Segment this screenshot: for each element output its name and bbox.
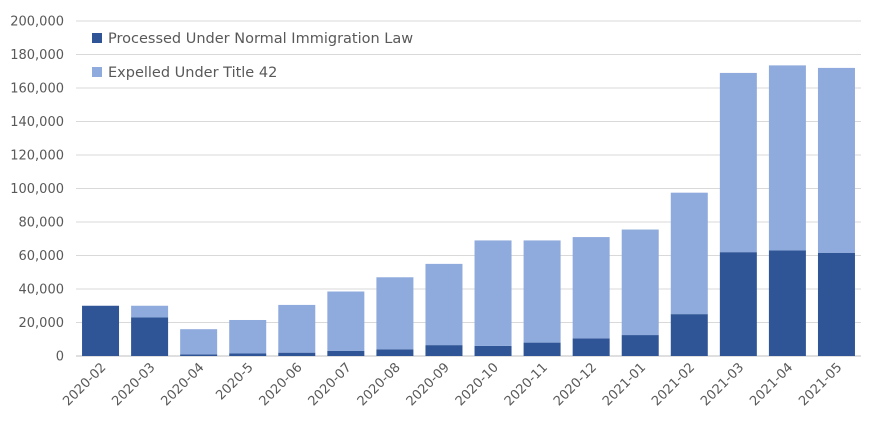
x-tick-label: 2020-5 <box>213 360 256 403</box>
y-axis-tick-labels: 0 20,000 40,000 60,000 80,000 100,000 120,000 1… <box>10 15 64 365</box>
x-tick-label: 2020-12 <box>551 360 600 409</box>
y-tick-label: 40,000 <box>19 283 65 298</box>
bar-expelled-2020-5 <box>229 319 267 354</box>
y-tick-label: 80,000 <box>19 216 65 231</box>
bar-processed-2020-04 <box>180 354 218 356</box>
x-tick-label: 2021-01 <box>600 360 649 409</box>
bar-processed-2020-10 <box>474 345 512 356</box>
bar-processed-2020-5 <box>229 353 267 356</box>
y-tick-label: 200,000 <box>10 15 64 30</box>
legend-swatch-processed <box>92 33 102 43</box>
x-tick-label: 2020-07 <box>306 360 355 409</box>
y-tick-label: 20,000 <box>19 316 65 331</box>
bar-expelled-2020-07 <box>327 291 365 351</box>
x-tick-label: 2020-09 <box>404 360 453 409</box>
legend: Processed Under Normal Immigration Law Ex… <box>92 31 413 81</box>
bar-expelled-2020-08 <box>376 277 414 350</box>
x-tick-label: 2020-11 <box>502 360 551 409</box>
x-tick-label: 2020-10 <box>453 360 502 409</box>
bar-expelled-2020-09 <box>425 263 463 346</box>
bar-expelled-2020-10 <box>474 240 512 346</box>
x-tick-label: 2020-03 <box>109 360 158 409</box>
bar-processed-2020-02 <box>82 305 120 356</box>
bar-processed-2021-03 <box>719 252 757 356</box>
y-tick-label: 0 <box>56 350 64 365</box>
bar-processed-2021-02 <box>670 314 708 356</box>
bar-processed-2020-07 <box>327 350 365 356</box>
x-tick-label: 2021-03 <box>698 360 747 409</box>
x-tick-label: 2020-08 <box>355 360 404 409</box>
y-tick-label: 180,000 <box>10 48 64 63</box>
bar-expelled-2020-06 <box>278 304 316 353</box>
bar-expelled-2020-03 <box>131 305 169 318</box>
y-tick-label: 140,000 <box>10 115 64 130</box>
x-tick-label: 2021-02 <box>649 360 698 409</box>
bar-processed-2021-05 <box>817 252 855 356</box>
bar-processed-2021-04 <box>768 250 806 356</box>
y-tick-label: 60,000 <box>19 249 65 264</box>
x-axis-tick-labels: 2020-02 2020-03 2020-04 2020-5 2020-06 2020-0… <box>60 360 845 409</box>
bar-processed-2020-11 <box>523 342 561 356</box>
x-tick-label: 2020-06 <box>257 360 306 409</box>
bar-expelled-2021-04 <box>768 65 806 251</box>
bar-expelled-2020-04 <box>180 329 218 355</box>
gridlines <box>76 20 861 357</box>
bar-expelled-2021-05 <box>817 67 855 253</box>
bar-expelled-2021-02 <box>670 192 708 315</box>
x-tick-label: 2021-04 <box>747 360 796 409</box>
bar-processed-2020-09 <box>425 345 463 356</box>
x-tick-label: 2020-04 <box>158 360 207 409</box>
legend-label-processed: Processed Under Normal Immigration Law <box>108 31 413 47</box>
bar-processed-2020-03 <box>131 317 169 356</box>
bar-expelled-2021-03 <box>719 72 757 253</box>
legend-label-expelled: Expelled Under Title 42 <box>108 65 277 81</box>
x-tick-label: 2021-05 <box>796 360 845 409</box>
bar-processed-2021-01 <box>621 335 659 356</box>
y-tick-label: 160,000 <box>10 82 64 97</box>
bar-expelled-2020-12 <box>572 237 610 339</box>
bar-expelled-2021-01 <box>621 229 659 336</box>
legend-swatch-expelled <box>92 67 102 77</box>
bars <box>82 65 855 356</box>
bar-processed-2020-06 <box>278 352 316 356</box>
bar-processed-2020-08 <box>376 349 414 356</box>
y-tick-label: 100,000 <box>10 182 64 197</box>
y-tick-label: 120,000 <box>10 149 64 164</box>
bar-expelled-2020-11 <box>523 240 561 343</box>
x-tick-label: 2020-02 <box>60 360 109 409</box>
bar-processed-2020-12 <box>572 338 610 356</box>
